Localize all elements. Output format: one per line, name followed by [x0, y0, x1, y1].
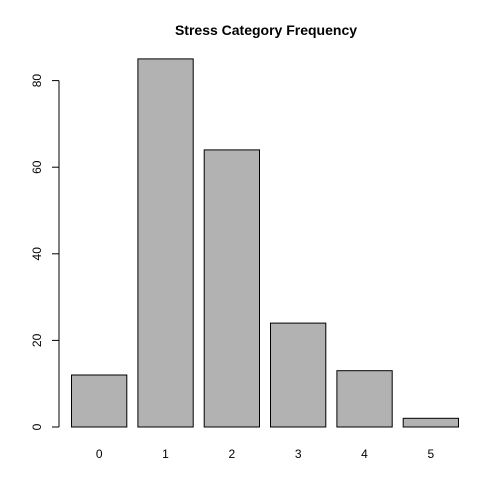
y-tick-label-60: 60 — [30, 160, 44, 174]
bar-5 — [402, 417, 460, 428]
bars-group — [71, 58, 460, 428]
x-tick-labels: 0 1 2 3 4 5 — [96, 447, 435, 461]
x-tick-label-5: 5 — [427, 447, 434, 461]
x-tick-label-2: 2 — [228, 447, 235, 461]
y-tick-label-40: 40 — [30, 247, 44, 261]
x-tick-label-3: 3 — [295, 447, 302, 461]
y-tick-label-20: 20 — [30, 333, 44, 347]
bar-1 — [137, 58, 194, 428]
bar-0 — [71, 374, 128, 428]
chart-title: Stress Category Frequency — [175, 22, 357, 38]
bar-2 — [203, 149, 260, 428]
x-tick-label-0: 0 — [96, 447, 103, 461]
y-tick-label-80: 80 — [30, 74, 44, 88]
x-tick-label-4: 4 — [361, 447, 368, 461]
x-tick-label-1: 1 — [162, 447, 169, 461]
y-tick-label-0: 0 — [30, 423, 44, 430]
bar-3 — [270, 322, 327, 428]
y-axis: 0 20 40 60 80 — [30, 74, 60, 430]
bar-4 — [336, 370, 393, 428]
